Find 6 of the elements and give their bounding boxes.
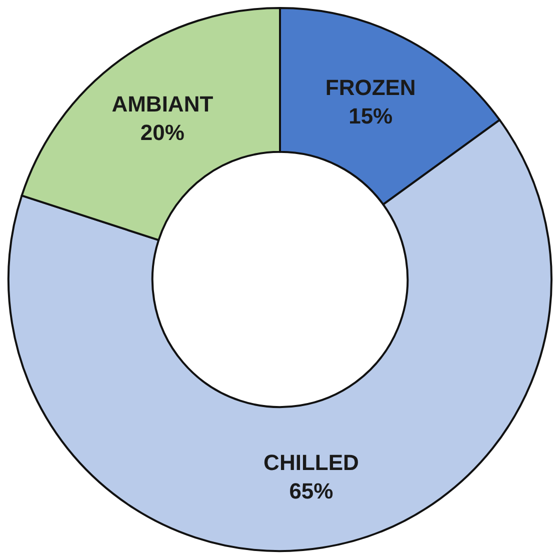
data-label: 65%	[289, 478, 334, 504]
slice-label: AMBIANT	[112, 91, 214, 116]
slice-label: FROZEN	[325, 74, 416, 100]
data-label: 15%	[348, 104, 393, 128]
slice-label: CHILLED	[264, 450, 359, 475]
data-label: 20%	[140, 120, 184, 145]
